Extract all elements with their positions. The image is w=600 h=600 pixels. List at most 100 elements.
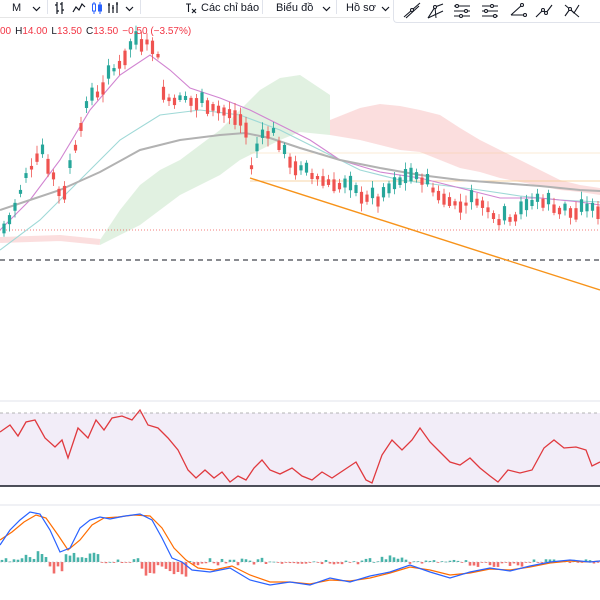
macd-histogram-bar (392, 557, 396, 562)
profile-menu-button[interactable]: Hồ sơ (346, 0, 390, 16)
macd-histogram-bar (400, 557, 404, 562)
trend-line-tool[interactable] (402, 1, 422, 21)
interval-button[interactable]: M (12, 0, 21, 16)
pattern-tool[interactable] (562, 1, 582, 21)
candle-body (535, 193, 540, 202)
candle-body (310, 172, 314, 180)
macd-histogram-bar (488, 562, 492, 566)
macd-histogram-bar (440, 561, 444, 563)
macd-histogram-bar (124, 562, 128, 563)
candle-body (101, 82, 105, 95)
macd-histogram-bar (176, 562, 180, 572)
macd-histogram-bar (156, 562, 160, 566)
macd-histogram-bar (264, 562, 268, 564)
path-tool[interactable] (508, 1, 528, 21)
macd-histogram-bar (380, 556, 384, 562)
candle-body (35, 153, 39, 162)
candle-body (596, 206, 600, 219)
macd-histogram-bar (36, 551, 40, 562)
macd-histogram-bar (172, 562, 176, 575)
macd-histogram-bar (0, 559, 4, 562)
macd-histogram-bar (20, 558, 24, 562)
macd-histogram-bar (92, 552, 96, 562)
macd-histogram-bar (288, 562, 292, 564)
macd-histogram-bar (136, 558, 140, 562)
candle-body (255, 143, 259, 152)
candle-body (453, 201, 457, 206)
macd-histogram-bar (404, 559, 408, 562)
profile-menu-label: Hồ sơ (346, 1, 376, 14)
candle-body (370, 187, 375, 199)
chart-menu-button[interactable]: Biểu đồ (276, 0, 331, 16)
candle-body (409, 167, 413, 182)
macd-histogram-bar (152, 562, 156, 574)
macd-histogram-bar (280, 562, 284, 564)
candle-body (112, 68, 116, 72)
measure-tool[interactable] (534, 1, 554, 21)
macd-histogram-bar (324, 559, 328, 562)
chevron-down-icon (32, 6, 41, 11)
candle-body (552, 204, 556, 213)
candle-body (579, 199, 584, 212)
chart-type-menu-button[interactable] (125, 0, 134, 16)
macd-histogram-bar (32, 558, 36, 562)
macd-histogram-bar (592, 562, 596, 564)
macd-histogram-bar (104, 562, 108, 564)
macd-histogram-bar (168, 562, 172, 572)
candle-body (84, 101, 89, 108)
macd-histogram-bar (504, 562, 508, 563)
indicators-button[interactable]: Các chỉ báo (184, 0, 259, 16)
macd-signal-line (0, 514, 600, 585)
indicators-icon (186, 3, 197, 14)
macd-histogram-bar (456, 560, 460, 562)
candle-body (502, 206, 507, 221)
interval-menu-button[interactable] (32, 0, 41, 16)
candle-body (227, 109, 232, 119)
candle-body (563, 203, 567, 211)
macd-pane[interactable] (0, 511, 600, 586)
rsi-pane[interactable] (0, 408, 600, 487)
macd-histogram-bar (320, 562, 324, 565)
macd-histogram-bar (540, 562, 544, 563)
macd-histogram-bar (512, 562, 516, 564)
macd-histogram-bar (548, 559, 552, 562)
macd-histogram-bar (520, 562, 524, 567)
candle-body (475, 198, 479, 206)
candle-style-button[interactable] (91, 0, 103, 16)
candle-body (205, 100, 210, 114)
pitchfork-tool[interactable] (452, 1, 472, 21)
macd-histogram-bar (408, 562, 412, 564)
fib-tool[interactable] (426, 1, 446, 21)
bar-style-button[interactable] (54, 0, 66, 16)
candle-body (95, 91, 100, 98)
candle-body (524, 199, 529, 211)
line-style-button[interactable] (72, 0, 86, 16)
candle-body (354, 185, 358, 193)
bar-style-icon (55, 2, 64, 14)
macd-histogram-bar (88, 553, 92, 562)
candle-body (365, 194, 369, 202)
candle-body (431, 187, 435, 193)
candle-body (293, 161, 298, 176)
macd-histogram-bar (428, 560, 432, 562)
candle-body (458, 201, 463, 213)
macd-histogram-bar (536, 562, 540, 563)
candle-body (436, 190, 441, 201)
macd-histogram-bar (480, 562, 484, 563)
macd-histogram-bar (256, 559, 260, 562)
candle-body (150, 40, 155, 55)
candle-body (13, 202, 17, 211)
macd-histogram-bar (196, 562, 200, 566)
macd-histogram-bar (396, 558, 400, 562)
brush-tool[interactable] (480, 1, 500, 21)
candle-body (486, 207, 490, 213)
area-style-button[interactable] (107, 0, 119, 16)
macd-histogram-bar (344, 560, 348, 562)
candle-body (546, 192, 551, 205)
ichimoku-cloud-red (330, 104, 600, 195)
main-price-pane[interactable] (0, 25, 600, 506)
macd-histogram-bar (332, 562, 336, 565)
macd-histogram-bar (208, 558, 212, 562)
macd-histogram-bar (452, 559, 456, 562)
